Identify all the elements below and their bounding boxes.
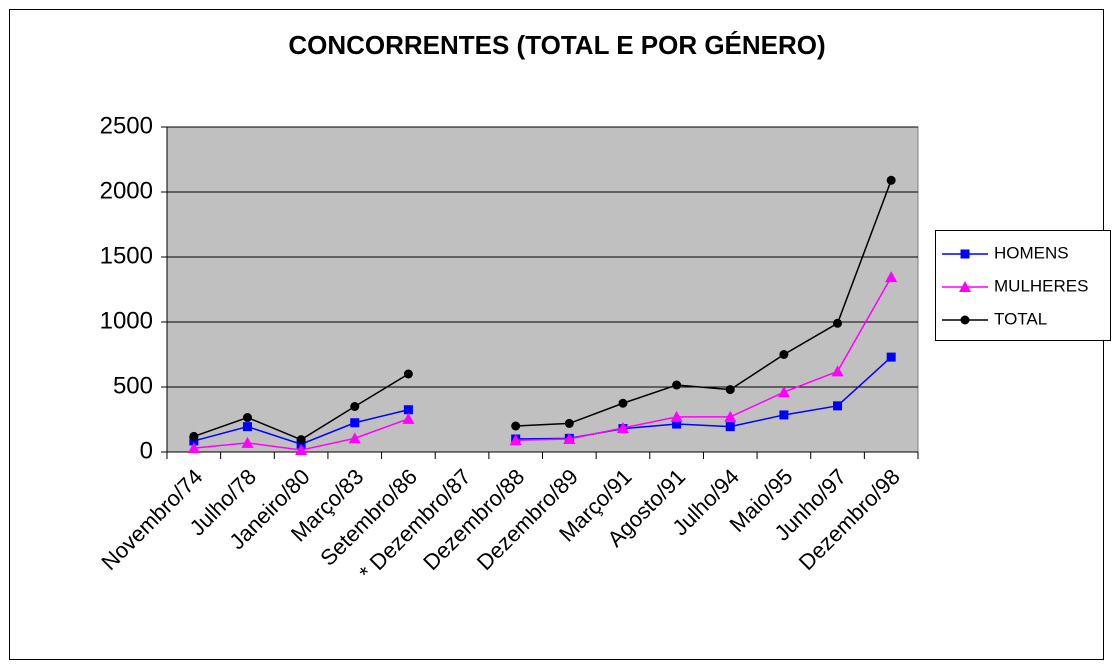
marker xyxy=(242,413,252,423)
marker xyxy=(616,421,629,433)
y-tick-label: 2500 xyxy=(100,112,153,139)
marker xyxy=(348,432,361,444)
plot-area xyxy=(166,126,919,453)
marker xyxy=(350,402,360,411)
marker xyxy=(831,365,844,377)
marker xyxy=(350,418,360,428)
marker xyxy=(670,410,683,422)
legend-label: TOTAL xyxy=(994,309,1047,328)
marker xyxy=(833,401,843,411)
legend-label: HOMENS xyxy=(994,243,1069,262)
marker xyxy=(403,369,413,379)
marker xyxy=(295,444,308,456)
marker xyxy=(724,410,737,422)
marker xyxy=(725,385,735,395)
marker xyxy=(779,350,789,359)
marker xyxy=(885,271,898,283)
chart-title: CONCORRENTES (TOTAL E POR GÉNERO) xyxy=(288,30,825,60)
legend-marker xyxy=(959,281,971,292)
marker xyxy=(672,380,682,390)
y-tick-label: 1000 xyxy=(100,307,153,334)
marker xyxy=(242,422,252,432)
marker xyxy=(779,410,789,420)
marker xyxy=(886,175,896,185)
legend-marker xyxy=(960,249,970,259)
y-tick-label: 1500 xyxy=(100,242,153,269)
y-tick-label: 500 xyxy=(113,372,153,399)
marker xyxy=(402,412,415,424)
y-tick-label: 0 xyxy=(140,437,153,464)
marker xyxy=(189,436,199,446)
marker xyxy=(725,422,735,432)
marker xyxy=(564,418,574,428)
marker xyxy=(509,434,522,446)
legend-marker xyxy=(960,315,970,325)
legend-label: MULHERES xyxy=(994,276,1088,295)
marker xyxy=(833,318,843,328)
marker xyxy=(187,442,200,454)
marker xyxy=(296,435,306,445)
marker xyxy=(511,421,521,431)
marker xyxy=(241,436,254,448)
marker xyxy=(618,398,628,408)
marker xyxy=(189,431,199,441)
marker xyxy=(777,386,790,398)
y-tick-label: 2000 xyxy=(100,177,153,204)
marker xyxy=(403,405,413,415)
marker xyxy=(563,433,576,444)
marker xyxy=(672,419,682,429)
marker xyxy=(886,352,896,362)
